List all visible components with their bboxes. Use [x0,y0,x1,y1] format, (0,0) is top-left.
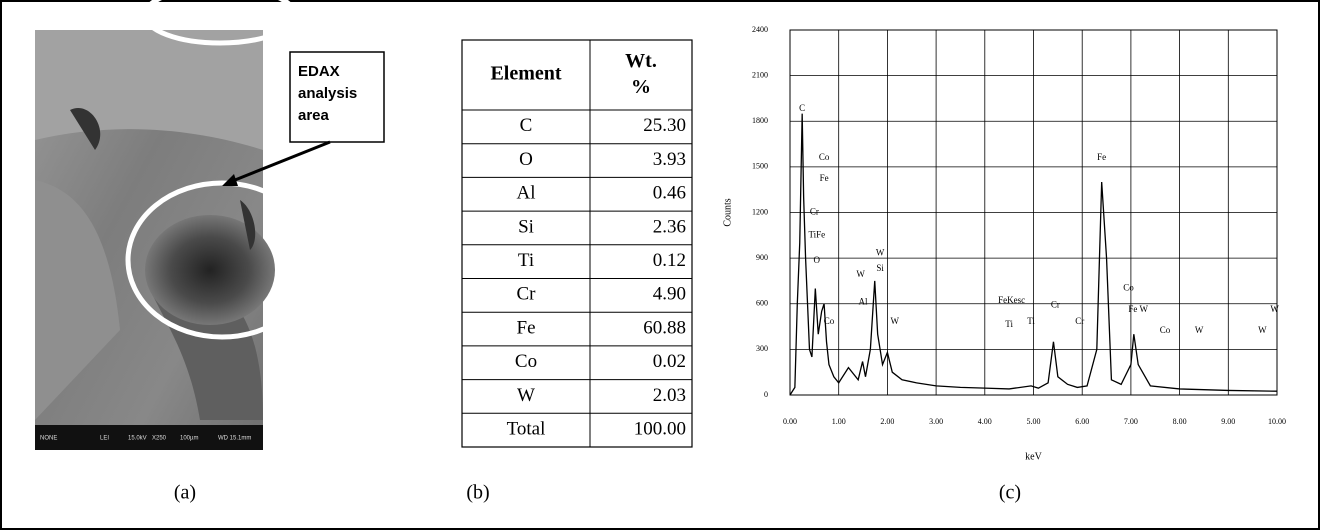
y-tick-label: 900 [756,253,768,262]
peak-label: Co [824,316,835,326]
scale-bar-item: WD 15.1mm [218,436,251,442]
sem-image [35,0,385,450]
scale-bar-item: LEI [100,436,109,442]
peak-label: W [1195,325,1204,335]
scale-bar-item: 100µm [180,436,198,442]
scale-bar-text: NONE LEI 15.0kV X250 100µm WD 15.1mm [40,436,251,442]
y-tick-label: 2100 [752,70,768,79]
panel-caption: (b) [466,482,489,504]
callout-line: analysis [298,85,357,102]
table-cell: Ti [518,250,534,271]
panel-caption: (c) [999,482,1021,504]
plot-border [789,29,1278,396]
scale-bar-item: 15.0kV [128,436,147,442]
x-tick-label: 1.00 [832,417,846,426]
table-cell: 3.93 [653,149,686,170]
x-tick-label: 8.00 [1173,417,1187,426]
peak-label: W [876,248,885,258]
table-cell: 4.90 [653,284,686,305]
x-tick-label: 6.00 [1075,417,1089,426]
peak-label: FeKesc [998,295,1025,305]
x-tick-label: 2.00 [880,417,894,426]
panel-caption: (a) [174,482,196,504]
table-cell: 2.03 [653,385,686,406]
table-cell: 0.02 [653,351,686,372]
x-tick-label: 5.00 [1027,417,1041,426]
y-axis-label: Counts [722,198,733,226]
peak-label: Co [1123,283,1134,293]
peak-label: TiFe [808,229,825,239]
y-tick-label: 2400 [752,25,768,34]
callout-line: EDAX [298,63,340,80]
x-tick-label: 3.00 [929,417,943,426]
peak-label: Cr [1051,299,1060,309]
x-tick-label: 10.00 [1268,417,1286,426]
table-cell: 0.12 [653,250,686,271]
table-cell: Si [518,216,534,237]
peak-label: C [799,103,805,113]
spectrum-chart: 0 300 600 900 1200 1500 1800 2100 2400 0.00 1.00 2.… [722,25,1286,462]
table-cell: Al [517,183,536,204]
scale-bar-item: NONE [40,436,57,442]
composition-table: Element Wt. % C 25.30 O 3.93 Al 0.46 Si 2.36 Ti 0.12… [461,39,693,448]
table-cell: O [519,149,533,170]
peak-label: Al [859,296,868,306]
x-tick-label: 9.00 [1221,417,1235,426]
peak-label: Fe W [1128,304,1148,314]
peak-label: W [856,269,865,279]
table-header: Wt.% [625,50,657,98]
peak-label: W [1270,304,1279,314]
peak-label: W [1258,325,1267,335]
y-tick-label: 1500 [752,162,768,171]
peak-label: Cr [1075,316,1084,326]
table-cell: Co [515,351,537,372]
peak-label: Co [1160,325,1171,335]
peak-label: Ti [1027,316,1035,326]
table-cell: 60.88 [643,317,686,338]
peak-label: Si [876,263,884,273]
y-tick-label: 0 [764,390,768,399]
scale-bar-item: X250 [152,436,167,442]
peak-label: Cr [810,207,819,217]
table-cell: Total [507,419,546,440]
table-cell: Cr [517,284,537,305]
x-axis-label: keV [1025,451,1042,462]
callout-line: area [298,107,330,124]
callout-text: EDAX analysis area [298,63,357,124]
y-tick-label: 300 [756,344,768,353]
table-cell: 2.36 [653,216,686,237]
peak-label: O [814,255,821,265]
peak-label: Co [819,152,830,162]
x-tick-label: 4.00 [978,417,992,426]
y-tick-label: 600 [756,299,768,308]
peak-label: Fe [820,173,829,183]
table-cell: 100.00 [634,419,686,440]
y-tick-label: 1200 [752,207,768,216]
y-tick-label: 1800 [752,116,768,125]
table-cell: 0.46 [653,183,686,204]
table-cell: W [517,385,535,406]
peak-label: W [890,316,899,326]
table-cell: 25.30 [643,115,686,136]
table-cell: C [520,115,533,136]
spectrum-line [789,113,1278,396]
peak-label: Ti [1005,319,1013,329]
peak-label: Fe [1097,152,1106,162]
table-cell: Fe [517,317,536,338]
x-tick-label: 7.00 [1124,417,1138,426]
table-header: Element [490,63,561,85]
x-tick-label: 0.00 [783,417,797,426]
table-border [461,39,693,448]
